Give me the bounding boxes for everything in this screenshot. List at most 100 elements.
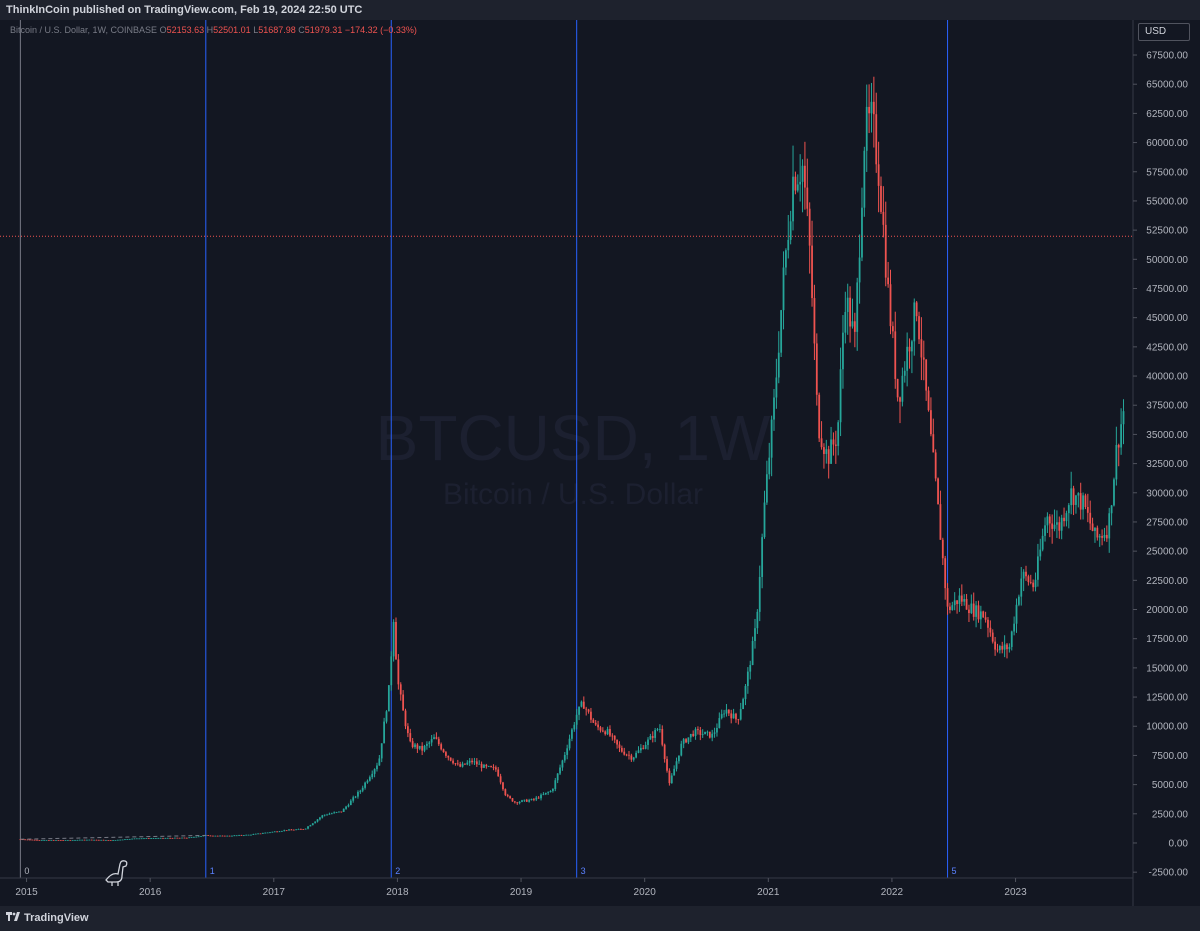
candle-body bbox=[159, 837, 162, 839]
candle-body bbox=[433, 737, 435, 740]
candle-body bbox=[706, 731, 709, 733]
candle-body bbox=[1115, 444, 1118, 480]
candle bbox=[1101, 529, 1103, 546]
candle-body bbox=[578, 706, 580, 715]
candle-body bbox=[685, 739, 687, 743]
candle bbox=[1103, 527, 1106, 542]
candle bbox=[437, 736, 440, 746]
candle-body bbox=[55, 840, 57, 841]
price-tick-label: 52500.00 bbox=[1146, 226, 1188, 237]
candle-body bbox=[623, 751, 626, 755]
candle-body bbox=[366, 780, 369, 783]
price-axis[interactable]: 67500.00 65000.00 62500.00 60000.00 57500.00… bbox=[1132, 20, 1200, 906]
candle bbox=[1058, 516, 1061, 539]
candle bbox=[295, 829, 298, 831]
candle-body bbox=[304, 828, 307, 830]
candle bbox=[956, 600, 958, 614]
candle bbox=[680, 740, 683, 757]
price-tick-label: 12500.00 bbox=[1146, 693, 1188, 704]
legend-high: 52501.01 bbox=[213, 25, 251, 35]
candle bbox=[818, 392, 821, 442]
candle-body bbox=[311, 823, 314, 826]
candle-body bbox=[977, 605, 980, 620]
candle bbox=[792, 145, 794, 231]
candle-body bbox=[796, 184, 799, 191]
candle-body bbox=[739, 709, 742, 720]
candle bbox=[164, 837, 167, 839]
candle-body bbox=[751, 640, 754, 666]
candle-body bbox=[606, 729, 609, 735]
candle bbox=[1056, 510, 1058, 538]
candle bbox=[193, 836, 195, 838]
candle bbox=[364, 781, 366, 790]
candle-body bbox=[342, 808, 345, 812]
candle bbox=[454, 762, 457, 766]
candle-body bbox=[387, 685, 390, 712]
candle-body bbox=[297, 828, 300, 830]
candle-body bbox=[1072, 488, 1075, 505]
candle-body bbox=[485, 764, 488, 767]
candle-body bbox=[780, 310, 783, 353]
candle bbox=[547, 791, 550, 795]
candle bbox=[994, 636, 997, 656]
candle-body bbox=[326, 814, 328, 816]
candle bbox=[1091, 517, 1094, 532]
candle-body bbox=[853, 321, 856, 332]
candle-body bbox=[749, 665, 752, 672]
candle bbox=[903, 361, 906, 383]
candle bbox=[673, 765, 676, 776]
candle-body bbox=[456, 763, 459, 765]
candle bbox=[941, 537, 944, 565]
candle-body bbox=[884, 224, 887, 278]
currency-selector[interactable]: USD bbox=[1138, 23, 1190, 41]
candle-body bbox=[946, 588, 949, 607]
candle bbox=[977, 600, 980, 623]
candle-body bbox=[832, 439, 835, 445]
candle-body bbox=[33, 839, 36, 841]
candle-body bbox=[285, 830, 288, 832]
candle bbox=[271, 831, 274, 833]
candle-body bbox=[454, 763, 457, 765]
candle bbox=[1022, 569, 1025, 592]
candle-body bbox=[580, 701, 583, 707]
time-axis[interactable]: 2015 2016 2017 2018 2019 2020 2021 2022 2023 bbox=[0, 877, 1133, 898]
candle-body bbox=[913, 302, 916, 342]
candle-body bbox=[76, 839, 79, 841]
candle bbox=[597, 720, 599, 731]
candle-body bbox=[868, 106, 871, 114]
candle-body bbox=[102, 839, 105, 841]
candle bbox=[228, 835, 231, 837]
legend-close: 51979.31 bbox=[304, 25, 343, 35]
candle bbox=[920, 317, 923, 381]
candle bbox=[880, 176, 882, 214]
candle-body bbox=[525, 799, 528, 802]
candle bbox=[984, 611, 987, 623]
candle bbox=[1048, 514, 1051, 538]
candle bbox=[804, 141, 806, 210]
candle bbox=[668, 768, 671, 786]
candle-body bbox=[385, 711, 388, 722]
candle bbox=[352, 795, 355, 803]
candle bbox=[145, 837, 148, 839]
candle bbox=[330, 812, 333, 815]
candle bbox=[316, 819, 319, 823]
candle bbox=[723, 709, 725, 718]
candle-body bbox=[423, 745, 426, 751]
candle-body bbox=[894, 331, 897, 379]
candle bbox=[975, 601, 977, 628]
candle-body bbox=[991, 632, 994, 642]
candle-body bbox=[1037, 556, 1039, 580]
candle-body bbox=[915, 302, 918, 317]
candle bbox=[449, 757, 452, 762]
candle-body bbox=[754, 628, 756, 641]
candle bbox=[742, 697, 745, 710]
candle bbox=[716, 723, 718, 737]
btc-weekly-chart[interactable]: BTCUSD, 1W Bitcoin / U.S. Dollar 0 1 2 3 5 5… bbox=[0, 20, 1200, 906]
symbol-legend: Bitcoin / U.S. Dollar, 1W, COINBASE O521… bbox=[10, 25, 417, 35]
candle bbox=[689, 733, 692, 742]
candle-body bbox=[185, 837, 188, 839]
candle bbox=[280, 830, 283, 832]
candle-body bbox=[571, 729, 573, 739]
candle bbox=[811, 220, 813, 307]
candle bbox=[830, 426, 832, 464]
